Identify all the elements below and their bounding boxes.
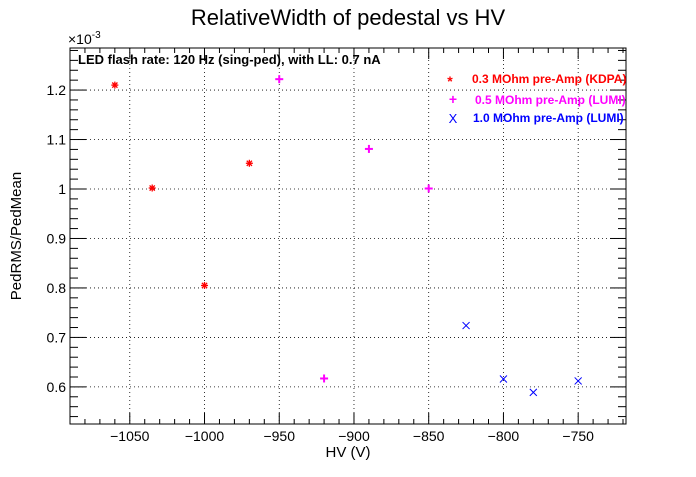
legend-label-kdpa: 0.3 MOhm pre-Amp (KDPA)	[472, 72, 626, 86]
y-tick-label: 0.6	[47, 379, 67, 395]
data-point-x	[529, 388, 538, 397]
x-tick-label: −900	[338, 428, 370, 444]
data-point-star	[245, 159, 253, 167]
chart-title: RelativeWidth of pedestal vs HV	[191, 5, 506, 30]
data-point-plus	[320, 374, 329, 383]
data-point-plus	[424, 184, 433, 193]
data-point-star	[201, 281, 209, 289]
plot-frame	[69, 47, 627, 425]
data-point-x	[462, 321, 470, 330]
data-point-x	[499, 375, 508, 383]
legend-label-lumi-05: 0.5 MOhm pre-Amp (LUMI)	[475, 93, 626, 107]
data-point-star	[111, 81, 119, 89]
y-tick-label: 1.1	[47, 132, 67, 148]
data-point-plus	[364, 144, 373, 153]
x-tick-label: −1050	[110, 428, 150, 444]
y-tick-label: 0.9	[47, 230, 67, 246]
legend-marker-x: X	[449, 111, 458, 126]
x-tick-labels: −1050 −1000 −950 −900 −850 −800 −750	[110, 428, 594, 444]
y-tick-label: 1	[58, 181, 66, 197]
data-points	[111, 75, 583, 397]
y-tick-label: 0.8	[47, 280, 67, 296]
legend-label-lumi-10: 1.0 MOhm pre-Amp (LUMI)	[473, 111, 624, 125]
x-tick-label: −950	[263, 428, 295, 444]
x-tick-label: −850	[413, 428, 445, 444]
x-tick-label: −750	[562, 428, 594, 444]
x-tick-label: −1000	[185, 428, 225, 444]
grid-lines	[70, 48, 626, 424]
axis-ticks	[69, 48, 626, 424]
annotation-text: LED flash rate: 120 Hz (sing-ped), with …	[78, 52, 381, 67]
y-exponent: ×10-3	[68, 30, 101, 47]
y-tick-labels: 0.6 0.7 0.8 0.9 1 1.1 1.2	[47, 82, 67, 395]
x-tick-label: −800	[488, 428, 520, 444]
y-axis-title: PedRMS/PedMean	[8, 172, 25, 300]
x-axis-title: HV (V)	[326, 444, 371, 461]
legend-marker-star: *	[447, 73, 453, 89]
data-point-star	[148, 184, 156, 192]
legend: * 0.3 MOhm pre-Amp (KDPA) + 0.5 MOhm pre…	[447, 72, 626, 126]
legend-marker-plus: +	[449, 91, 457, 107]
data-point-plus	[275, 75, 284, 84]
data-point-x	[574, 377, 583, 385]
y-tick-label: 1.2	[47, 82, 67, 98]
y-tick-label: 0.7	[47, 329, 67, 345]
